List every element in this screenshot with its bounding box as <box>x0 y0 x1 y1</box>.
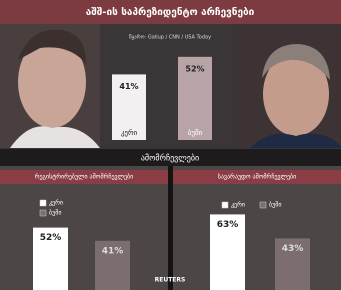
left-panel <box>0 166 168 290</box>
legend-swatch <box>40 210 46 216</box>
value-label: 52% <box>40 233 62 243</box>
legend-label: კერი <box>231 202 245 209</box>
right-panel <box>173 166 341 290</box>
panel-title: რეგისტრირებული ამომრჩევლები <box>35 174 134 181</box>
title: აშშ-ის საპრეზიდენტო არჩევნები <box>86 6 255 18</box>
legend-swatch <box>260 202 266 208</box>
bush-photo <box>238 24 341 148</box>
legend-label: ბუში <box>269 202 281 209</box>
divider <box>168 166 173 290</box>
section-label: ამომრჩევლები <box>141 153 199 163</box>
panel-title: სავარაუდო ამომრჩევლები <box>218 174 297 181</box>
infographic: აშშ-ის საპრეზიდენტო არჩევნები წყარო: Gal… <box>0 0 341 290</box>
kerry-photo <box>0 24 100 148</box>
legend-label: ბუში <box>49 210 61 217</box>
source-logo: REUTERS <box>155 277 186 284</box>
legend-swatch <box>40 200 46 206</box>
category-label: ბუში <box>188 129 203 137</box>
value-label: 52% <box>185 64 204 73</box>
category-label: კერი <box>121 128 138 137</box>
value-label: 41% <box>102 246 124 256</box>
subtitle: წყარო: Gallup / CNN / USA Today <box>129 34 211 41</box>
legend-swatch <box>222 202 228 208</box>
value-label: 43% <box>282 244 304 254</box>
value-label: 41% <box>119 82 138 91</box>
value-label: 63% <box>217 220 239 230</box>
legend-label: კერი <box>49 200 63 207</box>
